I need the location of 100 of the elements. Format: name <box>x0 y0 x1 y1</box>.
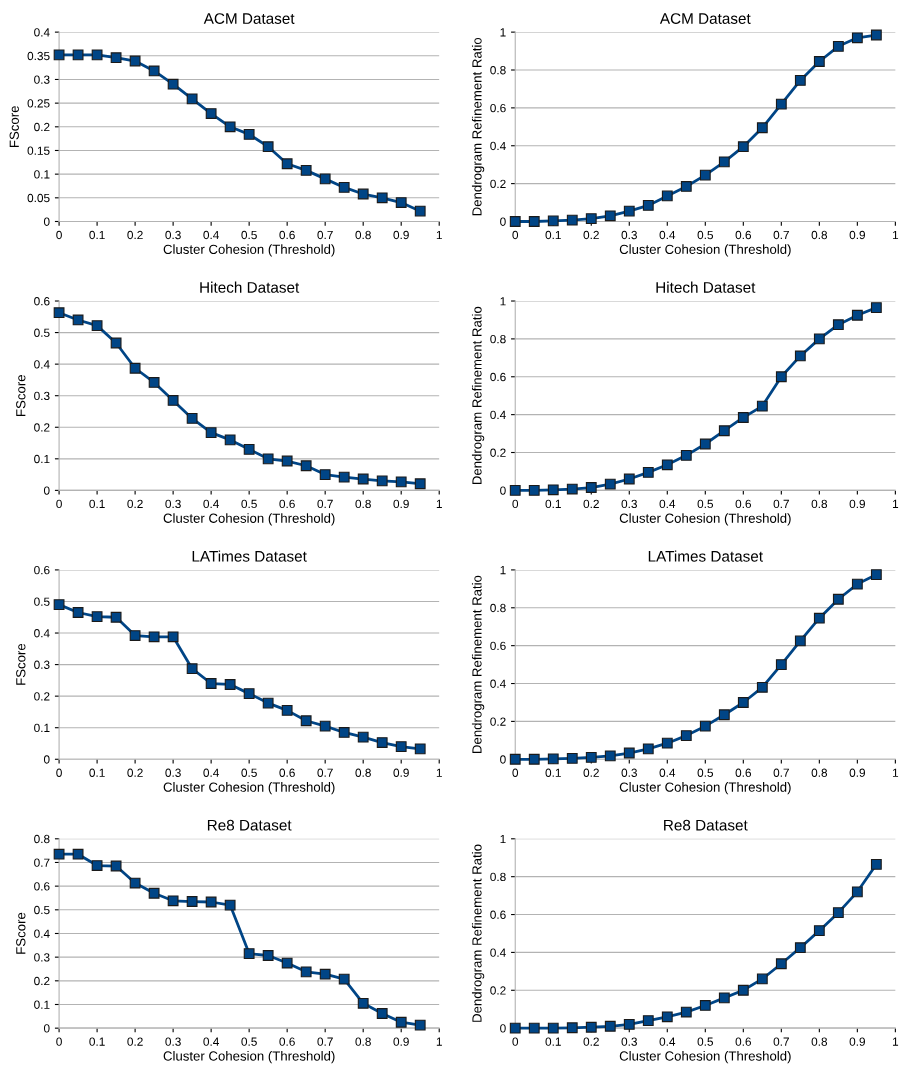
point <box>547 215 559 227</box>
x-tick-label: 0.2 <box>127 230 143 240</box>
y-tick-label: 0.2 <box>34 692 50 701</box>
point <box>642 466 654 478</box>
point <box>680 730 692 742</box>
x-axis-title: Cluster Cohesion (Threshold) <box>163 782 335 795</box>
point <box>680 181 692 192</box>
point <box>604 1020 616 1032</box>
point <box>110 52 122 64</box>
point <box>870 302 882 314</box>
x-tick-label: 0.9 <box>849 768 865 777</box>
point <box>775 659 787 671</box>
point <box>110 611 122 623</box>
y-axis-title: Dendrogram Refinement Ratio <box>471 37 485 216</box>
x-tick-label: 0.1 <box>545 1037 561 1046</box>
point <box>91 320 103 332</box>
x-tick-label: 0.1 <box>89 1037 105 1046</box>
y-tick-label: 0.5 <box>34 328 50 337</box>
x-tick-label: 0.1 <box>545 499 561 509</box>
point <box>148 631 160 643</box>
x-tick-label: 0.2 <box>127 1037 143 1046</box>
point <box>110 337 122 349</box>
point <box>281 455 293 467</box>
x-tick-label: 1 <box>436 1037 442 1046</box>
point <box>699 169 711 181</box>
point <box>509 216 521 227</box>
point <box>604 478 616 490</box>
x-axis-title: Cluster Cohesion (Threshold) <box>619 1050 791 1064</box>
x-tick-label: 0 <box>56 1037 62 1046</box>
y-tick-label: 0.7 <box>34 858 50 867</box>
x-axis-title: Cluster Cohesion (Threshold) <box>163 513 335 526</box>
chart-title: LATimes Dataset <box>648 550 763 562</box>
x-tick-label: 0 <box>512 230 519 240</box>
point <box>186 93 198 105</box>
y-axis-title: Dendrogram Refinement Ratio <box>471 575 485 753</box>
point <box>319 968 331 980</box>
x-tick-label: 0.2 <box>127 768 143 777</box>
x-tick-label: 0.9 <box>393 230 409 240</box>
x-tick-label: 0.3 <box>165 499 181 509</box>
x-tick-label: 0.7 <box>773 1037 789 1046</box>
point <box>794 350 806 362</box>
y-tick-label: 0.6 <box>34 565 50 575</box>
y-tick-label: 0.4 <box>490 948 506 957</box>
chart-title: Hitech Dataset <box>200 281 300 293</box>
point <box>813 612 825 624</box>
x-tick-label: 0.8 <box>811 230 828 240</box>
point <box>243 128 255 140</box>
point <box>186 896 198 907</box>
x-tick-label: 0.7 <box>773 768 789 777</box>
point <box>699 1000 711 1011</box>
point <box>243 443 255 455</box>
point <box>357 997 369 1009</box>
y-tick-label: 1 <box>500 566 506 575</box>
x-tick-label: 0.4 <box>203 230 219 240</box>
point <box>661 459 673 471</box>
point <box>737 984 749 996</box>
point <box>148 377 160 388</box>
point <box>414 478 426 490</box>
point <box>205 896 217 908</box>
y-axis-title: FScore <box>9 106 19 147</box>
point <box>319 469 331 481</box>
point <box>604 210 616 222</box>
point <box>585 213 597 225</box>
point <box>72 848 84 860</box>
x-tick-label: 0.6 <box>279 499 295 509</box>
point <box>832 319 844 331</box>
y-tick-label: 0.1 <box>34 1000 50 1009</box>
y-tick-label: 0.3 <box>34 953 50 962</box>
point <box>509 753 521 765</box>
point <box>756 122 768 134</box>
point <box>262 697 274 709</box>
point <box>832 593 844 605</box>
y-tick-label: 0.3 <box>34 75 50 84</box>
x-tick-label: 0.4 <box>659 768 676 777</box>
point <box>91 49 103 61</box>
y-tick-label: 0.4 <box>34 28 50 37</box>
point <box>300 715 312 727</box>
point <box>338 181 350 193</box>
point <box>167 631 179 643</box>
y-tick-label: 0.4 <box>34 360 50 369</box>
x-tick-label: 0.8 <box>355 499 371 509</box>
point <box>300 966 312 978</box>
x-tick-label: 0.2 <box>583 768 599 777</box>
point <box>813 56 825 67</box>
y-tick-label: 1 <box>500 28 506 37</box>
x-tick-label: 1 <box>436 230 442 240</box>
y-axis-title: FScore <box>16 912 26 954</box>
y-tick-label: 0 <box>43 755 50 764</box>
x-tick-label: 0.4 <box>659 230 676 240</box>
y-tick-label: 0 <box>43 486 50 495</box>
x-axis-title: Cluster Cohesion (Threshold) <box>619 782 791 795</box>
y-tick-label: 0.1 <box>34 170 50 179</box>
point <box>281 704 293 716</box>
point <box>300 460 312 472</box>
point <box>414 205 426 217</box>
x-tick-label: 0.4 <box>203 1037 219 1046</box>
x-tick-label: 1 <box>436 499 442 508</box>
y-tick-label: 0.4 <box>34 629 50 638</box>
point <box>737 141 749 153</box>
x-tick-label: 0.8 <box>355 1037 371 1046</box>
